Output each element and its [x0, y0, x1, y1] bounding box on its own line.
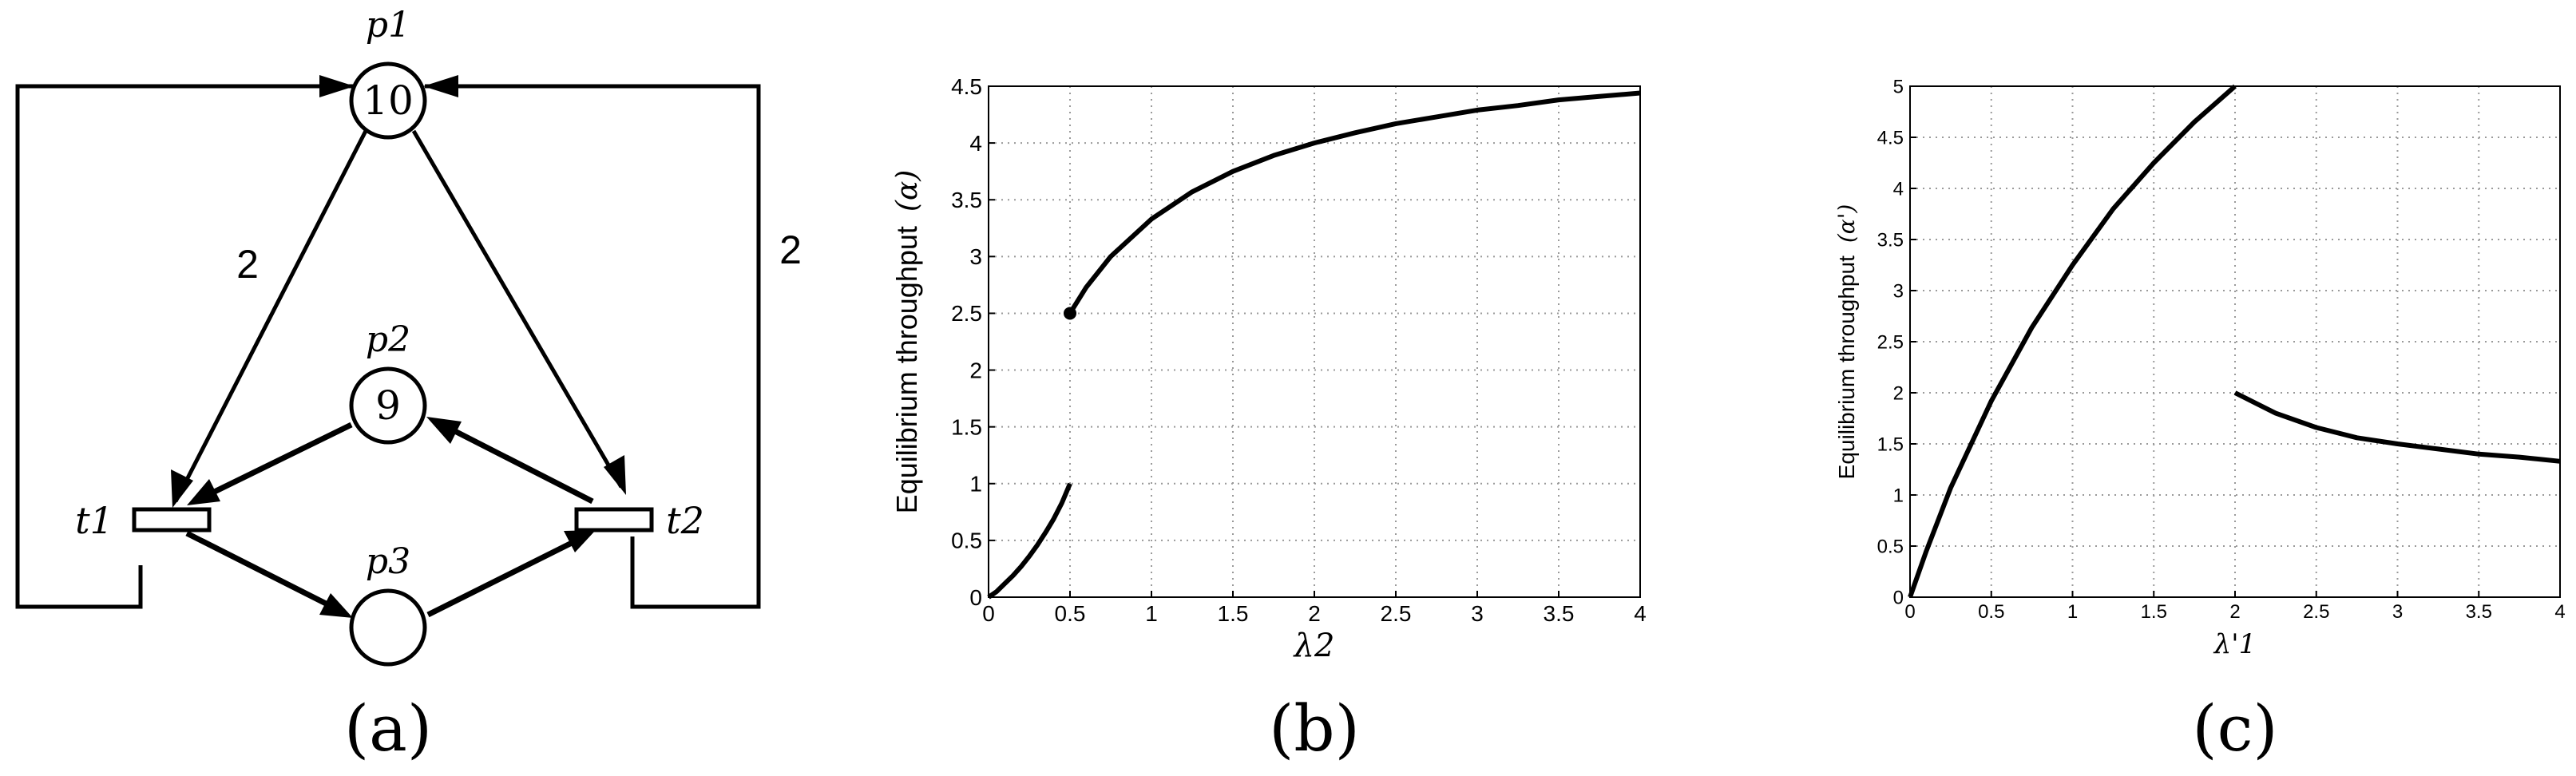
- chart-c-grid: [1910, 86, 2560, 597]
- chart-c-line-left: [1908, 84, 2237, 598]
- chart-c-y-axis-label-text: Equilibrium throughput: [1834, 255, 1859, 479]
- chart-c-x-tick-label: 0.5: [1978, 601, 2004, 623]
- chart-b-y-tick-label: 3: [969, 244, 982, 269]
- place-p1-label: p1: [366, 5, 410, 46]
- chart-c-y-axis-label: Equilibrium throughput (α'): [1833, 204, 1860, 480]
- chart-c-y-tick-label: 3: [1893, 280, 1904, 302]
- arc-p2-to-t1: [198, 422, 353, 502]
- arc-t1-to-p1-arrowhead: [319, 75, 355, 97]
- chart-b-y-tick-label: 4: [969, 131, 982, 156]
- chart-b-y-axis-label: Equilibrium throughput (α): [890, 170, 924, 514]
- chart-b-point-marker: [1064, 307, 1076, 320]
- chart-c-x-tick-label: 3.5: [2466, 601, 2492, 623]
- caption-c: (c): [2192, 691, 2277, 766]
- arc-p1-to-t1: [173, 129, 368, 503]
- caption-a: (a): [344, 691, 432, 766]
- chart-c-y-tick-label: 5: [1893, 76, 1904, 97]
- arc-t2-to-p1: [425, 84, 761, 609]
- chart-b-x-tick-label: 1.5: [1218, 601, 1249, 626]
- chart-b-y-axis-label-text: Equilibrium throughput: [890, 226, 923, 513]
- chart-b-x-axis-label: λ2: [1293, 628, 1335, 664]
- chart-c-y-tick-label: 3.5: [1877, 229, 1904, 251]
- chart-c-x-tick-label: 0: [1904, 601, 1915, 623]
- chart-b-x-tick-label: 0.5: [1055, 601, 1086, 626]
- arc-p1-to-t2: [411, 129, 624, 489]
- transition-t2: [574, 507, 654, 533]
- chart-c-line-right: [2233, 390, 2561, 464]
- place-p2: [349, 366, 427, 445]
- place-p2-label: p2: [366, 319, 410, 360]
- chart-b-y-tick-label: 2: [969, 358, 982, 382]
- chart-b-x-tick-label: 2: [1308, 601, 1321, 626]
- chart-c-series: [1908, 84, 2561, 598]
- chart-b-y-tick-label: 0: [969, 585, 982, 610]
- chart-c-y-tick-label: 0: [1893, 587, 1904, 608]
- chart-b-x-tick-label: 0: [982, 601, 995, 626]
- arc-t2-to-p2: [441, 422, 594, 505]
- chart-b-y-tick-label: 3.5: [951, 188, 982, 212]
- chart-c-y-tick-label: 0.5: [1877, 536, 1904, 557]
- chart-b-series: [987, 90, 1641, 600]
- arc-t2-to-p2-arrowhead: [426, 417, 462, 444]
- caption-b: (b): [1269, 691, 1360, 766]
- chart-b-x-tick-label: 3: [1471, 601, 1484, 626]
- place-p1: [349, 61, 427, 140]
- arc-p3-to-t2-arrowhead: [564, 530, 596, 552]
- chart-b-line-lower: [987, 482, 1072, 600]
- petri-net-panel: 10 9 p1 p2 p3 t1 t2 2 2 (a): [15, 5, 802, 766]
- chart-c: 0 0.5 1 1.5 2 2.5 3 3.5 4 00.511.522.533.544.55 …: [1833, 76, 2566, 766]
- chart-c-y-tick-label: 2.5: [1877, 331, 1904, 353]
- chart-b-y-tick-label: 1.5: [951, 414, 982, 439]
- chart-c-x-axis-label: λ'1: [2213, 628, 2257, 660]
- arc-t1-to-p3: [185, 530, 340, 613]
- chart-b-y-tick-label: 2.5: [951, 301, 982, 326]
- chart-b-x-ticks: 0 0.5 1 1.5 2 2.5 3 3.5 4: [982, 591, 1647, 626]
- place-p1-tokens: 10: [363, 77, 414, 124]
- arc-p1-to-t1-arrowhead: [171, 469, 193, 508]
- chart-c-x-tick-label: 1: [2067, 601, 2078, 623]
- transition-t1-label: t1: [75, 499, 113, 542]
- arc-weight-t2-p1: 2: [779, 228, 802, 272]
- chart-c-y-ticks: 0 0.5 1 1.5 2 2.5 3 3.5 4 4.5 5: [1877, 76, 1916, 608]
- chart-c-x-tick-label: 2.5: [2303, 601, 2329, 623]
- chart-c-x-tick-label: 4: [2554, 601, 2565, 623]
- arc-p3-to-t2: [426, 535, 583, 618]
- chart-c-y-tick-label: 4: [1893, 178, 1904, 200]
- chart-b-line-upper: [1068, 90, 1641, 315]
- chart-c-x-tick-label: 3: [2392, 601, 2403, 623]
- chart-b-x-tick-label: 1: [1145, 601, 1158, 626]
- chart-b-y-tick-label: 4.5: [951, 74, 982, 99]
- chart-b-markers: [1064, 307, 1076, 320]
- chart-b-grid: [989, 86, 1640, 597]
- chart-b-x-tick-label: 3.5: [1544, 601, 1575, 626]
- chart-c-y-tick-label: 2: [1893, 382, 1904, 404]
- arc-t1-to-p3-arrowhead: [319, 593, 353, 618]
- place-p2-tokens: 9: [375, 382, 401, 429]
- place-p3: [349, 588, 427, 667]
- chart-c-y-tick-label: 1.5: [1877, 434, 1904, 455]
- transition-t1: [132, 507, 212, 533]
- chart-c-y-axis-label-symbol: (α'): [1833, 204, 1860, 243]
- chart-c-x-tick-label: 2: [2229, 601, 2240, 623]
- chart-b-y-ticks: 0 0.5 1 1.5 2 2.5 3 3.5 4 4.5: [951, 74, 995, 610]
- chart-b-y-tick-label: 1: [969, 472, 982, 497]
- chart-c-x-tick-label: 1.5: [2141, 601, 2167, 623]
- arc-p1-to-t2-arrowhead: [604, 455, 626, 495]
- chart-b-y-tick-label: 0.5: [951, 529, 982, 553]
- chart-c-x-ticks: 0 0.5 1 1.5 2 2.5 3 3.5 4: [1904, 591, 2566, 623]
- arc-weight-p1-t1: 2: [236, 242, 259, 287]
- chart-c-y-tick-label: 1: [1893, 485, 1904, 506]
- chart-b-x-tick-label: 4: [1634, 601, 1647, 626]
- arc-p2-to-t1-arrowhead: [187, 479, 220, 505]
- place-p3-label: p3: [366, 541, 410, 582]
- chart-b-x-tick-label: 2.5: [1381, 601, 1412, 626]
- chart-b-y-axis-label-symbol: (α): [891, 170, 924, 212]
- arc-t1-to-p1: [15, 84, 353, 609]
- arc-t2-to-p1-arrowhead: [423, 75, 458, 97]
- chart-b: 0 0.5 1 1.5 2 2.5 3 3.5 4 0 0.5 1 1.5 2 2.5 3 3.5 4 4.5 λ…: [890, 74, 1647, 766]
- chart-c-y-tick-label: 4.5: [1877, 127, 1904, 148]
- transition-t2-label: t2: [666, 499, 704, 542]
